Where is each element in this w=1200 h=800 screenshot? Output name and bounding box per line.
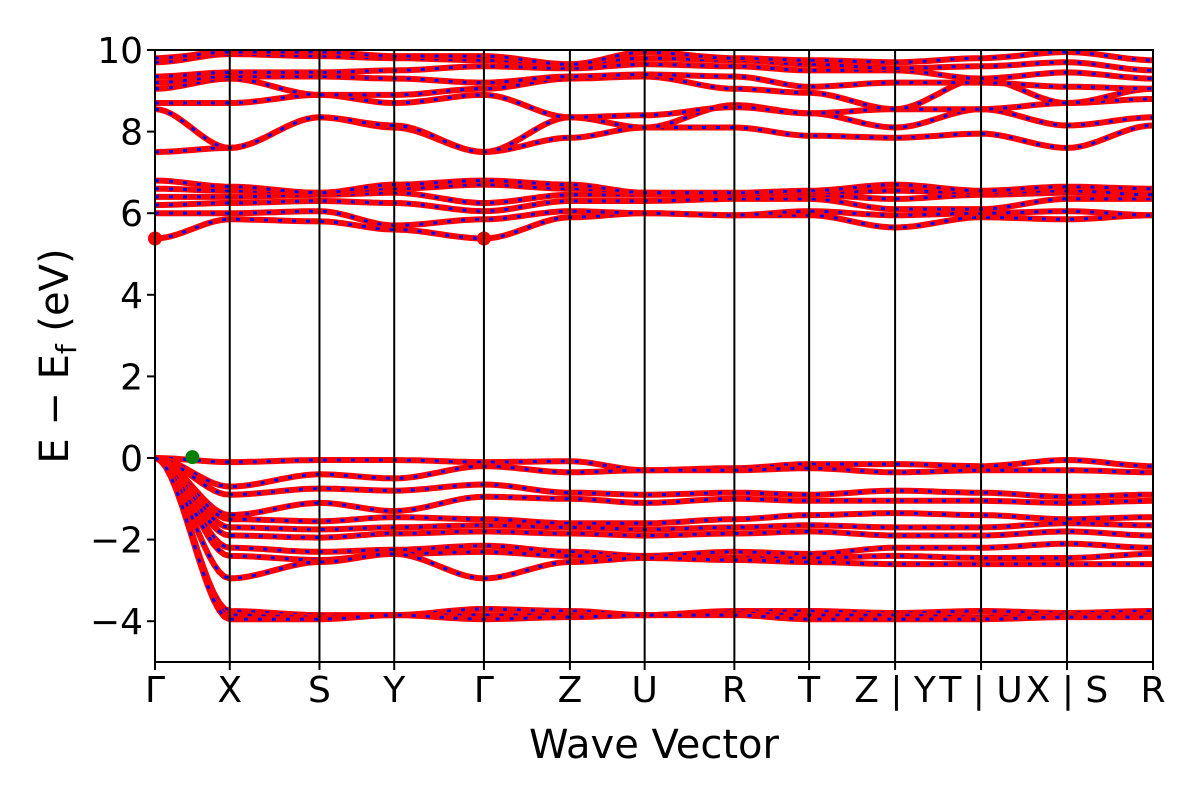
- x-tick-label-2: X: [217, 670, 242, 711]
- y-axis-label-unit: (eV): [32, 248, 78, 344]
- x-tick-label-4: Y: [382, 670, 406, 711]
- x-tick-label-1: Γ: [145, 670, 165, 711]
- y-axis-label: E − Ef (eV): [32, 248, 83, 463]
- y-tick-label-7: −2: [90, 521, 143, 562]
- y-tick-label-3: 6: [120, 194, 143, 235]
- y-tick-label-8: −4: [90, 602, 143, 643]
- y-axis-label-main: E − E: [32, 354, 78, 464]
- x-tick-label-12: X | S: [1026, 670, 1109, 711]
- conduction-band-1-dash: [154, 211, 1154, 241]
- x-tick-label-6: Z: [558, 670, 583, 711]
- x-tick-label-11: T | U: [938, 670, 1022, 711]
- y-tick-label-2: 8: [120, 113, 143, 154]
- high-symmetry-lines: [228, 50, 1069, 662]
- x-axis-label: Wave Vector: [529, 722, 780, 768]
- x-tick-label-7: U: [631, 670, 657, 711]
- y-axis-label-subscript: f: [50, 343, 83, 354]
- y-tick-label-4: 4: [120, 276, 143, 317]
- plot-frame: [154, 49, 1154, 663]
- conduction-band-6: [155, 177, 1153, 196]
- y-tick-label-6: 0: [120, 439, 143, 480]
- bands-layer: [153, 49, 1154, 623]
- y-axis-ticks: 10 8 6 4 2 0 −2 −4: [90, 31, 155, 643]
- x-tick-label-8: R: [722, 670, 747, 711]
- x-tick-label-13: R: [1140, 670, 1165, 711]
- vbm-marker-3: [185, 450, 200, 465]
- y-tick-label-5: 2: [120, 357, 143, 398]
- x-tick-label-5: Γ: [474, 670, 494, 711]
- x-tick-label-10: Z | Y: [854, 670, 937, 711]
- y-tick-label-1: 10: [97, 31, 143, 72]
- x-tick-label-9: T: [797, 670, 821, 711]
- x-tick-label-3: S: [308, 670, 331, 711]
